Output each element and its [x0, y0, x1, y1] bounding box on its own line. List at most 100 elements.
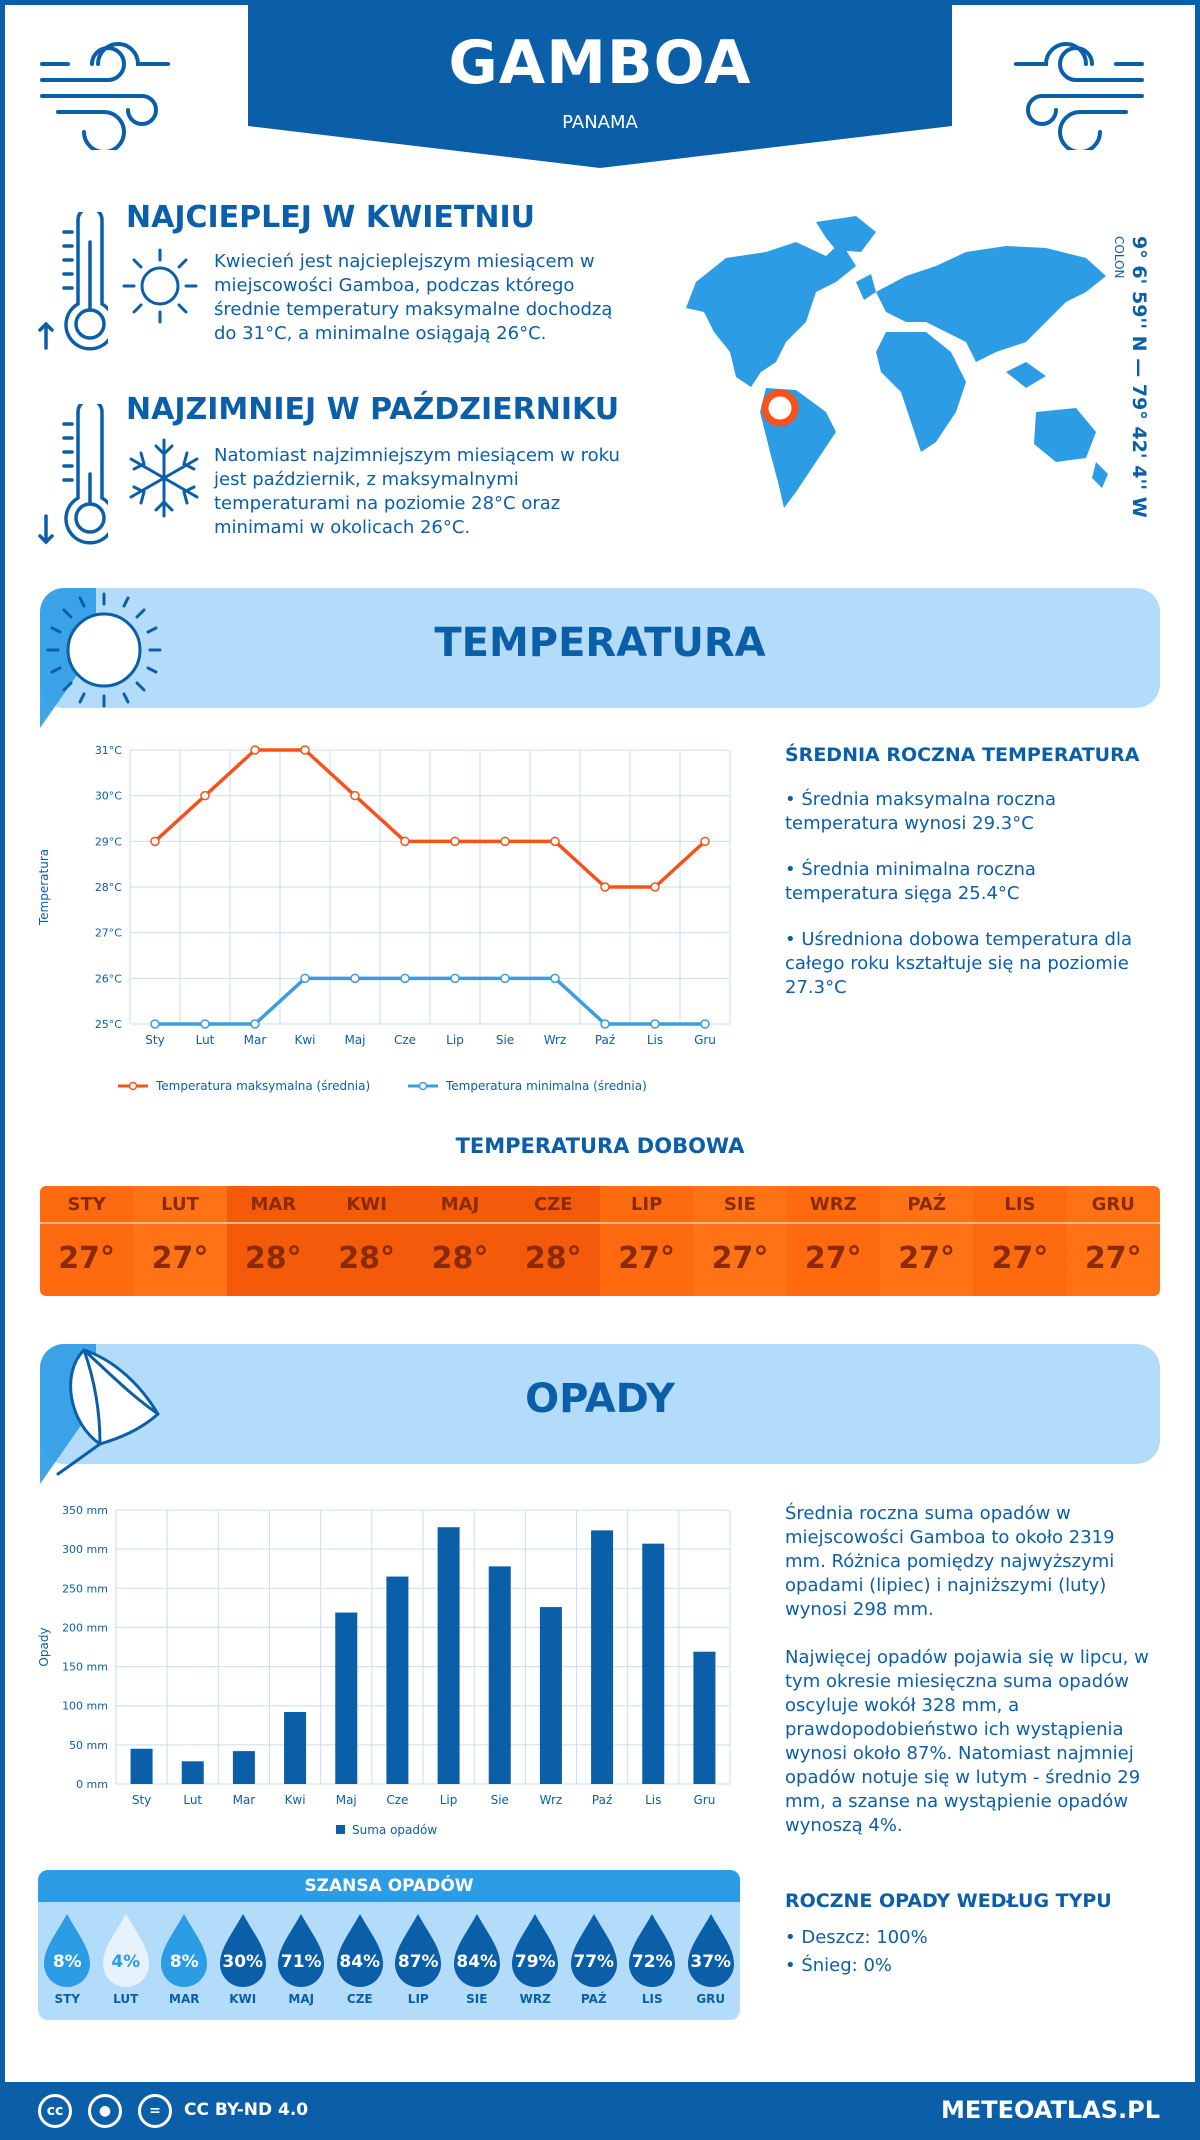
x-tick-label: Gru	[694, 1033, 716, 1047]
daily-temperature-value: 27°	[151, 1241, 209, 1276]
precipitation-chance-value: 8%	[169, 1952, 199, 1972]
cc-icon: cc	[38, 2094, 72, 2128]
precipitation-chance-item: 77% PAŹ	[565, 1912, 624, 2012]
x-tick-label: Mar	[244, 1033, 267, 1047]
precipitation-chart: 0 mm 50 mm 100 mm 150 mm 200 mm 250 mm 300 mm 3…	[37, 1504, 731, 1837]
daily-temperature-value: 27°	[898, 1241, 955, 1276]
precipitation-chance-item: 72% LIS	[623, 1912, 682, 2012]
y-tick-label: 25°C	[95, 1018, 122, 1031]
y-tick-label: 30°C	[95, 790, 122, 803]
wind-icon	[1014, 42, 1144, 150]
precipitation-chance-value: 8%	[52, 1952, 82, 1972]
legend-swatch	[336, 1825, 345, 1834]
data-point	[400, 836, 410, 847]
raindrop-shape	[161, 1914, 207, 1987]
y-tick-label: 150 mm	[62, 1661, 108, 1674]
raindrop-icon	[453, 1914, 500, 1987]
data-point	[250, 1019, 260, 1029]
raindrop-icon	[278, 1914, 324, 1987]
y-tick-label: 31°C	[95, 744, 122, 757]
raindrop-icon	[102, 1914, 149, 1987]
y-tick-label: 28°C	[95, 881, 122, 894]
series-line	[155, 976, 705, 1026]
precipitation-chance-value: 77%	[573, 1952, 615, 1972]
x-tick-label: Maj	[336, 1793, 357, 1807]
raindrop-icon	[219, 1914, 266, 1987]
precipitation-chance-drops: 8% STY 4% LUT 8% MAR 30% KWI 71% MAJ 84% CZE 87% LIP 8…	[38, 1912, 740, 2012]
precipitation-chance-item: 71% MAJ	[272, 1912, 331, 2012]
daily-month-label: CZE	[506, 1186, 600, 1224]
precipitation-chance-month: KWI	[229, 1992, 257, 2006]
daily-temperature-column: PAŹ 27°	[879, 1186, 974, 1296]
precipitation-chance-month: PAŹ	[580, 1992, 607, 2006]
y-tick-label: 0 mm	[76, 1778, 108, 1791]
precipitation-chance-value: 84%	[339, 1952, 381, 1972]
site-link[interactable]: METEOATLAS.PL	[940, 2096, 1160, 2124]
precipitation-band: OPADY	[40, 1344, 1160, 1464]
raindrop-shape	[278, 1914, 324, 1987]
coords-text: 9° 6' 59'' N — 79° 42' 4'' W	[1128, 236, 1150, 518]
warmest-text: Kwiecień jest najcieplejszym miesiącem w…	[214, 251, 613, 344]
precipitation-type-title: ROCZNE OPADY WEDŁUG TYPU	[785, 1890, 1112, 1912]
data-point	[550, 973, 560, 984]
y-tick-label: 300 mm	[62, 1543, 108, 1556]
equal-icon: =	[138, 2094, 172, 2128]
precipitation-chance-panel: SZANSA OPADÓW 8% STY 4% LUT 8% MAR 30% KWI 71% MA…	[38, 1870, 740, 2020]
daily-temperature-value: 28°	[244, 1241, 302, 1276]
data-point	[550, 836, 560, 847]
raindrop-icon	[629, 1914, 675, 1987]
data-point	[250, 745, 260, 755]
daily-month-label: LUT	[133, 1186, 227, 1224]
raindrop-shape	[570, 1914, 617, 1987]
license-label: CC BY-ND 4.0	[184, 2100, 309, 2120]
precipitation-chance-value: 84%	[456, 1952, 498, 1972]
data-point	[400, 973, 410, 984]
raindrop-shape	[453, 1914, 500, 1987]
x-tick-label: Lip	[440, 1793, 458, 1807]
precipitation-chance-month: LIP	[407, 1992, 429, 2006]
temperature-summary: ŚREDNIA ROCZNA TEMPERATURA • Średnia mak…	[785, 744, 1155, 1000]
daily-temperature-value: 27°	[58, 1241, 116, 1276]
thermometer-down-icon	[38, 404, 108, 545]
bar	[591, 1530, 614, 1784]
data-point	[350, 973, 360, 984]
data-point	[700, 1019, 710, 1029]
precipitation-chance-month: STY	[54, 1992, 81, 2006]
precipitation-type: ROCZNE OPADY WEDŁUG TYPU • Deszcz: 100% …	[785, 1890, 1150, 1978]
y-tick-label: 29°C	[95, 835, 122, 848]
daily-temperature-value: 27°	[991, 1241, 1049, 1276]
bar	[335, 1612, 358, 1784]
bar	[488, 1566, 511, 1784]
y-tick-label: 26°C	[95, 972, 122, 985]
daily-temperature-column: SIE 27°	[693, 1186, 787, 1296]
bar	[181, 1761, 204, 1784]
daily-temperature-value: 28°	[524, 1241, 582, 1276]
daily-month-label: STY	[40, 1186, 134, 1224]
footer: cc ● = CC BY-ND 4.0 METEOATLAS.PL	[0, 2082, 1200, 2140]
x-tick-label: Mar	[233, 1793, 256, 1807]
temperature-band: TEMPERATURA	[40, 588, 1160, 708]
x-tick-label: Paź	[592, 1793, 612, 1807]
raindrop-icon	[395, 1914, 441, 1987]
daily-temperature-column: LIS 27°	[973, 1186, 1067, 1296]
precipitation-text: Średnia roczna suma opadów w miejscowośc…	[785, 1503, 1115, 1620]
daily-month-label: WRZ	[786, 1186, 880, 1224]
series-line	[153, 748, 707, 889]
daily-month-label: LIP	[599, 1186, 694, 1224]
daily-temperature-column: MAJ 28°	[413, 1186, 507, 1296]
precipitation-chance-item: 79% WRZ	[506, 1912, 565, 2012]
precipitation-chance-item: 8% STY	[38, 1912, 97, 2012]
daily-temperature-value: 27°	[1084, 1241, 1142, 1276]
precipitation-type-item: • Śnieg: 0%	[785, 1955, 893, 1976]
daily-month-label: MAR	[226, 1186, 320, 1224]
precipitation-chance-month: MAR	[169, 1992, 200, 2006]
coords-region: COLON	[1112, 236, 1126, 279]
daily-temperature-column: LUT 27°	[133, 1186, 227, 1296]
x-tick-label: Sie	[491, 1793, 509, 1807]
temperature-bullet: • Uśredniona dobowa temperatura dla całe…	[785, 929, 1133, 998]
precipitation-chance-item: 84% SIE	[448, 1912, 507, 2012]
legend-marker	[128, 1081, 138, 1091]
precipitation-chance-month: SIE	[466, 1992, 488, 2006]
sun-icon	[122, 248, 198, 324]
daily-month-label: GRU	[1066, 1186, 1160, 1224]
